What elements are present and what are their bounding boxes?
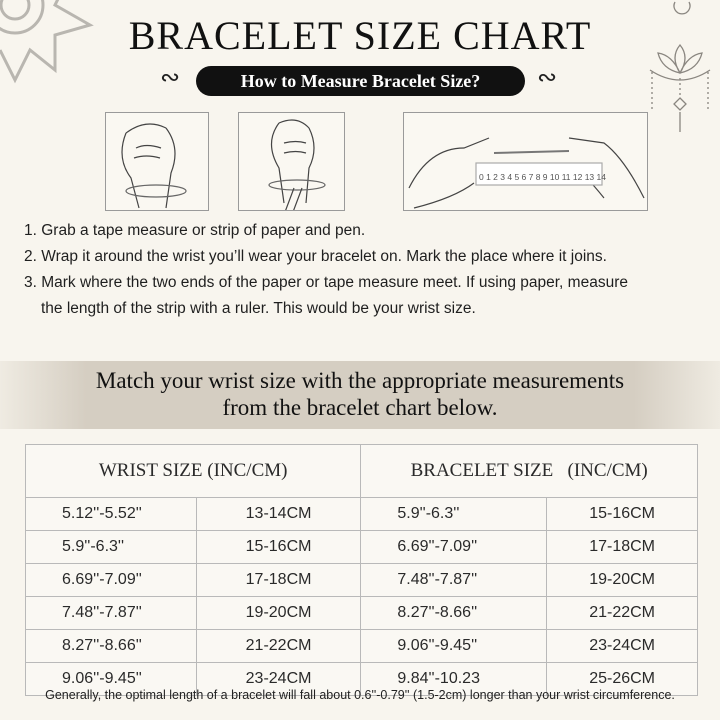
cell-wrist-inches: 5.12''-5.52'' (25, 497, 197, 531)
cell-bracelet-cm: 23-24CM (546, 629, 698, 663)
hand-tape-icon (121, 123, 187, 209)
cell-bracelet-inches: 7.48''-7.87'' (360, 563, 548, 597)
ruler-numbers: 0 1 2 3 4 5 6 7 8 9 10 11 12 13 14 (479, 172, 606, 182)
subtitle-badge: How to Measure Bracelet Size? (196, 66, 525, 96)
cell-wrist-inches: 7.48''-7.87'' (25, 596, 197, 630)
match-banner (0, 361, 720, 429)
hands-ruler-icon: 0 1 2 3 4 5 6 7 8 9 10 11 12 13 14 (408, 137, 645, 209)
cell-wrist-cm: 13-14CM (195, 497, 362, 531)
cell-wrist-cm: 21-22CM (195, 629, 362, 663)
cell-wrist-inches: 8.27''-8.66'' (25, 629, 197, 663)
table-row: 9.06''-9.45'' 23-24CM 9.84''-10.23 25-26CM (25, 662, 698, 696)
illustration-mark-pen (238, 112, 345, 229)
match-text-line2: from the bracelet chart below. (222, 395, 498, 420)
cell-wrist-cm: 17-18CM (195, 563, 362, 597)
right-flourish-icon: ∾ (537, 63, 558, 91)
table-row: 5.12''-5.52'' 13-14CM 5.9''-6.3'' 15-16CM (25, 497, 698, 531)
bracelet-size-header: BRACELET SIZE (INC/CM) (360, 444, 698, 498)
cell-wrist-cm: 19-20CM (195, 596, 362, 630)
lotus-hanging-ornament-icon (649, 1, 711, 132)
page-title: BRACELET SIZE CHART (128, 13, 592, 58)
hand-pen-icon (268, 119, 326, 229)
step-2: 2. Wrap it around the wrist you’ll wear … (24, 248, 607, 265)
cell-bracelet-cm: 21-22CM (546, 596, 698, 630)
cell-wrist-inches: 9.06''-9.45'' (25, 662, 197, 696)
cell-wrist-inches: 6.69''-7.09'' (25, 563, 197, 597)
match-text-line1: Match your wrist size with the appropria… (95, 368, 625, 393)
cell-bracelet-inches: 9.06''-9.45'' (360, 629, 548, 663)
cell-bracelet-inches: 5.9''-6.3'' (360, 497, 548, 531)
cell-bracelet-cm: 19-20CM (546, 563, 698, 597)
illustration-measure-ruler: 0 1 2 3 4 5 6 7 8 9 10 11 12 13 14 (403, 112, 648, 211)
left-flourish-icon: ∾ (160, 63, 181, 91)
cell-bracelet-cm: 15-16CM (546, 497, 698, 531)
table-row: 7.48''-7.87'' 19-20CM 8.27''-8.66'' 21-22CM (25, 596, 698, 630)
cell-bracelet-inches: 8.27''-8.66'' (360, 596, 548, 630)
illustration-wrap-tape (105, 112, 209, 211)
step-3: 3. Mark where the two ends of the paper … (24, 274, 628, 291)
step-1: 1. Grab a tape measure or strip of paper… (24, 222, 366, 239)
cell-bracelet-inches: 6.69''-7.09'' (360, 530, 548, 564)
table-row: 8.27''-8.66'' 21-22CM 9.06''-9.45'' 23-24CM (25, 629, 698, 663)
cell-bracelet-cm: 25-26CM (546, 662, 698, 696)
cell-wrist-cm: 15-16CM (195, 530, 362, 564)
cell-wrist-cm: 23-24CM (195, 662, 362, 696)
table-row: 6.69''-7.09'' 17-18CM 7.48''-7.87'' 19-20CM (25, 563, 698, 597)
footnote: Generally, the optimal length of a brace… (45, 688, 675, 702)
step-3-continued: the length of the strip with a ruler. Th… (41, 300, 476, 317)
size-chart-table: WRIST SIZE (INC/CM) BRACELET SIZE (INC/C… (24, 444, 698, 696)
cell-bracelet-cm: 17-18CM (546, 530, 698, 564)
mandala-decoration-icon (0, 0, 94, 84)
cell-wrist-inches: 5.9''-6.3'' (25, 530, 197, 564)
wrist-size-header: WRIST SIZE (INC/CM) (24, 444, 362, 498)
table-row: 5.9''-6.3'' 15-16CM 6.69''-7.09'' 17-18CM (25, 530, 698, 564)
cell-bracelet-inches: 9.84''-10.23 (360, 662, 548, 696)
